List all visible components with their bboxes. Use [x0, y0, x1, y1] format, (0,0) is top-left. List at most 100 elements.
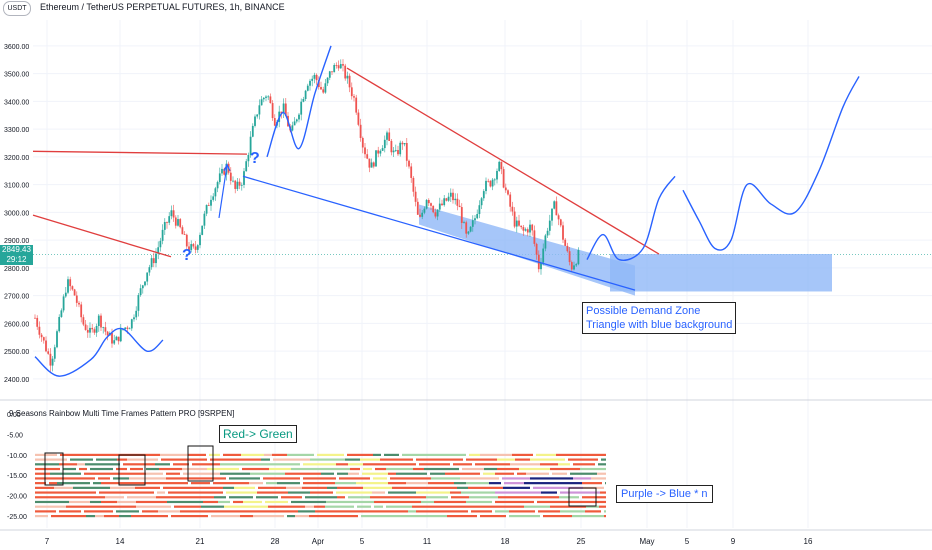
indicator-band-segment — [363, 500, 374, 504]
candle-body — [573, 265, 575, 270]
indicator-band-segment — [69, 500, 90, 504]
indicator-band-segment — [599, 505, 606, 508]
candle-body — [73, 289, 76, 296]
indicator-band-segment — [408, 510, 416, 513]
candle-body — [498, 161, 501, 171]
indicator-band-segment — [373, 453, 381, 456]
indicator-band-segment — [389, 463, 416, 466]
indicator-band-segment — [90, 467, 113, 471]
indicator-band-segment — [373, 477, 387, 480]
indicator-band-segment — [188, 453, 206, 456]
indicator-band-segment — [375, 467, 386, 471]
indicator-band-segment — [317, 453, 344, 456]
indicator-band-segment — [416, 515, 447, 518]
indicator-band-segment — [466, 500, 492, 504]
indicator-band-segment — [116, 467, 127, 471]
indicator-band-segment — [310, 458, 345, 461]
trendline — [346, 67, 660, 255]
indicator-band-segment — [601, 458, 606, 461]
currency-badge[interactable]: USDT — [3, 1, 31, 16]
indicator-band-segment — [495, 472, 514, 475]
candle-body — [366, 154, 369, 159]
candle-body — [183, 234, 186, 236]
candle-body — [489, 180, 492, 187]
indicator-band-segment — [79, 467, 87, 471]
indicator-band-segment — [540, 463, 558, 466]
indicator-band-segment — [218, 500, 230, 504]
candle-body — [207, 205, 210, 206]
candle-body — [267, 96, 270, 98]
candle-body — [269, 96, 272, 104]
indicator-band-segment — [361, 515, 398, 518]
candle-body — [62, 296, 65, 311]
indicator-band-segment — [241, 453, 264, 456]
indicator-band-segment — [35, 500, 69, 504]
candle-body — [273, 118, 276, 126]
indicator-band-segment — [121, 491, 137, 494]
time-tick-label: Apr — [312, 537, 325, 546]
indicator-band-segment — [182, 467, 207, 471]
candle-body — [95, 326, 98, 333]
candle-body — [67, 279, 69, 293]
candle-body — [47, 351, 50, 354]
candle-body — [348, 75, 351, 88]
indicator-band-segment — [119, 515, 131, 518]
indicator-band-segment — [82, 477, 95, 480]
indicator-band-segment — [35, 472, 50, 475]
indicator-band-segment — [600, 491, 606, 494]
indicator-band-segment — [35, 458, 67, 461]
trendline — [32, 214, 172, 258]
indicator-band-segment — [477, 477, 499, 480]
indicator-band-segment — [497, 467, 519, 471]
candle-body — [42, 337, 45, 341]
candle-body — [394, 150, 397, 151]
indicator-band-segment — [572, 467, 580, 471]
indicator-tick-label: -20.00 — [7, 494, 27, 501]
indicator-band-segment — [503, 500, 522, 504]
indicator-band-segment — [537, 500, 568, 504]
indicator-band-segment — [495, 491, 518, 494]
indicator-band-segment — [326, 500, 363, 504]
candle-body — [324, 83, 327, 93]
indicator-band-segment — [549, 510, 560, 513]
indicator-band-segment — [400, 486, 425, 489]
candle-body — [416, 201, 419, 215]
candle-body — [403, 143, 406, 145]
candle-body — [551, 208, 553, 221]
indicator-band-segment — [452, 458, 463, 461]
indicator-band-segment — [51, 515, 86, 518]
indicator-tick-label: 0.00 — [7, 412, 21, 419]
candle-body — [388, 132, 391, 141]
indicator-band-segment — [207, 467, 239, 471]
indicator-band-segment — [35, 515, 48, 518]
indicator-band-segment — [595, 500, 606, 504]
candle-body — [364, 147, 366, 155]
candle-body — [309, 80, 311, 86]
indicator-band-segment — [556, 453, 568, 456]
indicator-band-segment — [425, 486, 457, 489]
indicator-band-segment — [144, 463, 155, 466]
candle-body — [302, 99, 305, 102]
candle-body — [53, 347, 56, 359]
candle-body — [568, 251, 571, 263]
candle-body — [172, 210, 175, 218]
indicator-band-segment — [101, 505, 136, 508]
indicator-band-segment — [348, 463, 363, 466]
candle-body — [480, 198, 483, 206]
candle-body — [555, 201, 558, 216]
candle-body — [397, 150, 399, 155]
candle-body — [223, 168, 226, 175]
price-tick-label: 3100.00 — [4, 183, 29, 190]
indicator-band-segment — [509, 510, 535, 513]
candle-body — [139, 288, 142, 296]
indicator-band-segment — [568, 453, 576, 456]
indicator-band-segment — [243, 500, 262, 504]
candle-body — [518, 220, 520, 226]
price-tick-label: 2400.00 — [4, 377, 29, 384]
candle-body — [542, 248, 545, 263]
candle-body — [482, 191, 485, 199]
candle-body — [452, 192, 454, 201]
indicator-band-segment — [77, 463, 85, 466]
indicator-band-segment — [70, 458, 93, 461]
candle-body — [339, 64, 342, 69]
